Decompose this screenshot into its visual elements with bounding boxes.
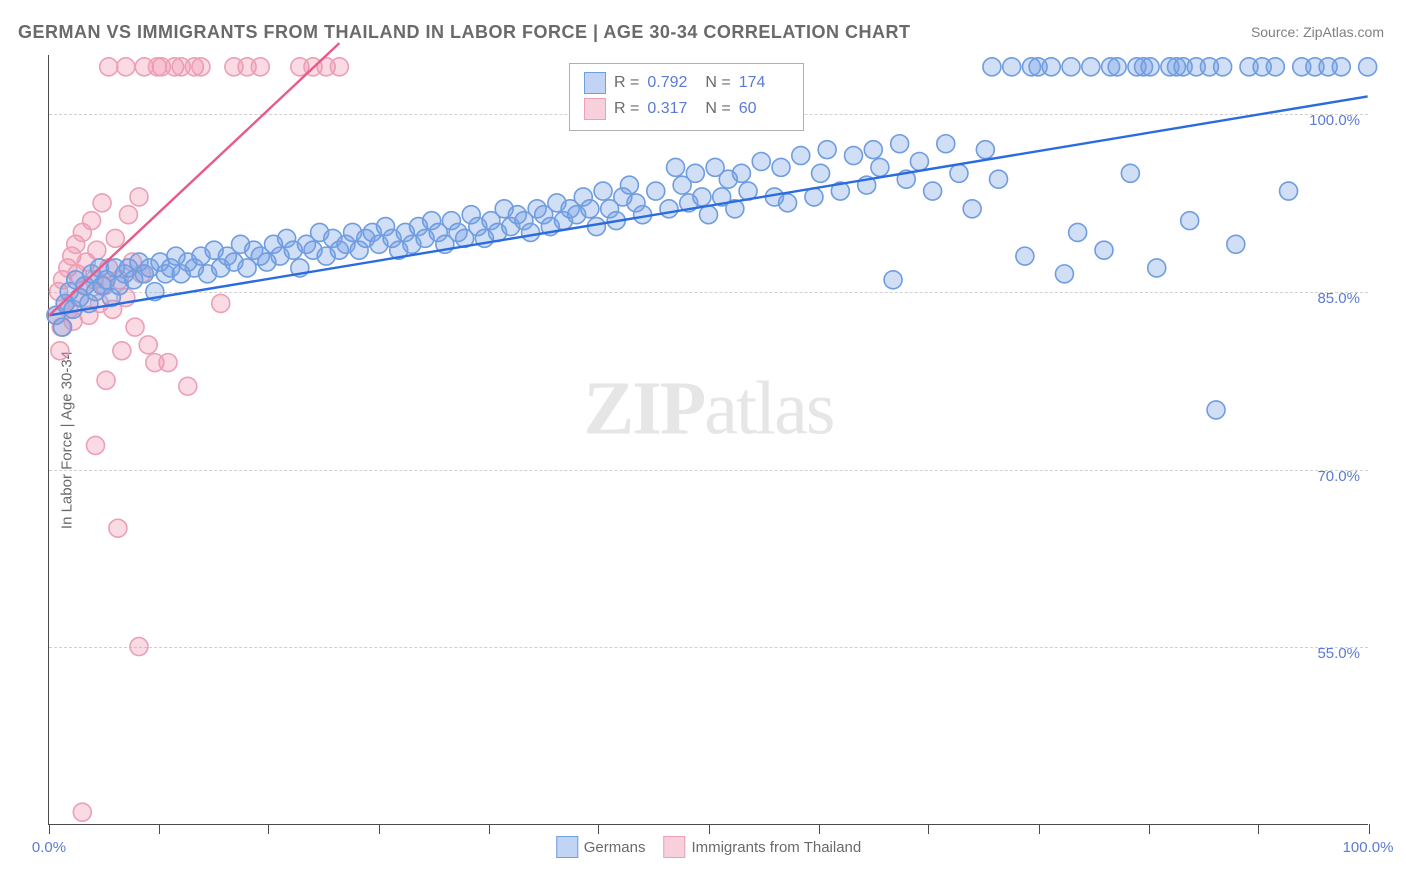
legend-swatch-germans xyxy=(556,836,578,858)
scatter-svg xyxy=(49,55,1368,824)
chart-title: GERMAN VS IMMIGRANTS FROM THAILAND IN LA… xyxy=(18,22,911,43)
swatch-germans xyxy=(584,72,606,94)
chart-container: GERMAN VS IMMIGRANTS FROM THAILAND IN LA… xyxy=(0,0,1406,892)
plot-area: In Labor Force | Age 30-34 55.0%70.0%85.… xyxy=(48,55,1368,825)
legend-item-germans: Germans xyxy=(556,836,646,858)
legend-label-thailand: Immigrants from Thailand xyxy=(691,839,861,856)
stats-box: R = 0.792 N = 174 R = 0.317 N = 60 xyxy=(569,63,804,131)
stats-row-1: R = 0.317 N = 60 xyxy=(584,96,789,122)
legend-label-germans: Germans xyxy=(584,839,646,856)
legend-swatch-thailand xyxy=(663,836,685,858)
x-axis-min-label: 0.0% xyxy=(32,839,66,856)
legend-item-thailand: Immigrants from Thailand xyxy=(663,836,861,858)
legend: Germans Immigrants from Thailand xyxy=(556,836,861,858)
stats-row-0: R = 0.792 N = 174 xyxy=(584,70,789,96)
x-axis-max-label: 100.0% xyxy=(1343,839,1394,856)
source-label: Source: ZipAtlas.com xyxy=(1251,24,1384,40)
swatch-thailand xyxy=(584,98,606,120)
